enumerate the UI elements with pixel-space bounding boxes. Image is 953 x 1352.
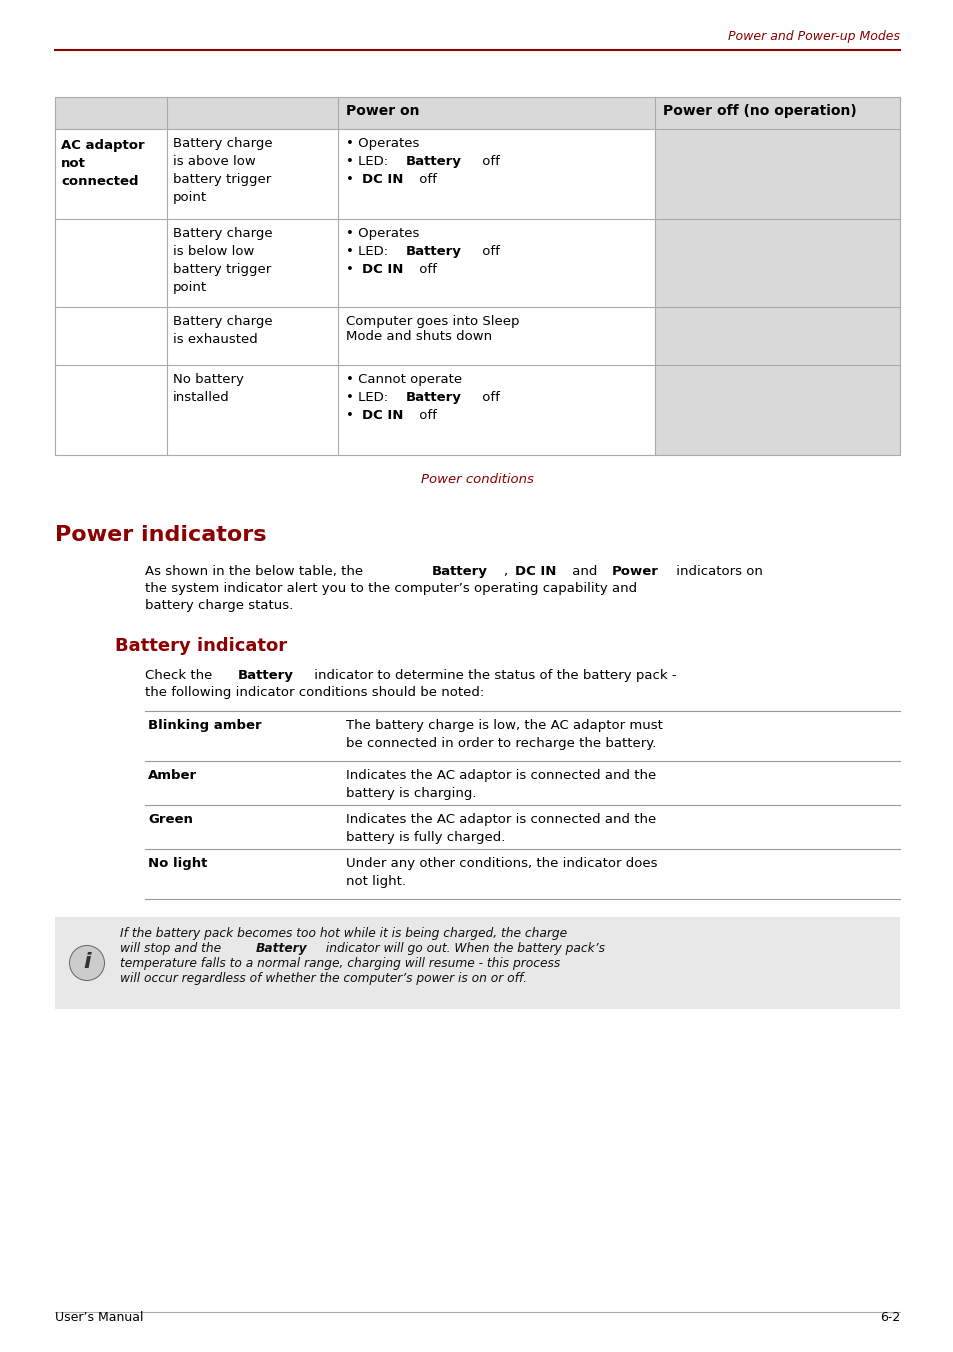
Text: No light: No light: [148, 857, 207, 869]
Text: •: •: [346, 173, 357, 187]
Text: Indicates the AC adaptor is connected and the
battery is fully charged.: Indicates the AC adaptor is connected an…: [346, 813, 656, 844]
Text: Under any other conditions, the indicator does
not light.: Under any other conditions, the indicato…: [346, 857, 657, 887]
Text: Battery: Battery: [432, 565, 487, 579]
Circle shape: [70, 946, 104, 980]
Bar: [655, 365, 899, 456]
Text: Amber: Amber: [148, 769, 197, 781]
Text: will occur regardless of whether the computer’s power is on or off.: will occur regardless of whether the com…: [120, 972, 526, 986]
Text: •: •: [346, 264, 357, 276]
Text: Power: Power: [611, 565, 658, 579]
Text: •: •: [346, 410, 357, 422]
Text: off: off: [477, 391, 499, 404]
Text: ,: ,: [503, 565, 512, 579]
Text: the system indicator alert you to the computer’s operating capability and: the system indicator alert you to the co…: [145, 581, 637, 595]
Text: Battery: Battery: [405, 391, 461, 404]
Text: the following indicator conditions should be noted:: the following indicator conditions shoul…: [145, 685, 484, 699]
Text: AC adaptor
not
connected: AC adaptor not connected: [61, 139, 145, 188]
Text: Power conditions: Power conditions: [420, 473, 534, 485]
Text: off: off: [477, 245, 499, 258]
Text: Battery: Battery: [255, 942, 307, 955]
Text: User’s Manual: User’s Manual: [55, 1311, 143, 1324]
Text: • Operates: • Operates: [346, 227, 419, 241]
Text: Battery charge
is exhausted: Battery charge is exhausted: [172, 315, 272, 346]
Text: • LED:: • LED:: [346, 245, 392, 258]
Text: Battery charge
is above low
battery trigger
point: Battery charge is above low battery trig…: [172, 137, 272, 204]
Text: No battery
installed: No battery installed: [172, 373, 243, 404]
Text: off: off: [415, 410, 436, 422]
Text: off: off: [477, 155, 499, 168]
Text: The battery charge is low, the AC adaptor must
be connected in order to recharge: The battery charge is low, the AC adapto…: [346, 719, 662, 749]
Text: Battery charge
is below low
battery trigger
point: Battery charge is below low battery trig…: [172, 227, 272, 293]
Bar: [55, 917, 899, 1009]
Text: Power off (no operation): Power off (no operation): [662, 104, 856, 118]
Text: off: off: [415, 173, 436, 187]
Text: DC IN: DC IN: [361, 410, 403, 422]
Text: Computer goes into Sleep
Mode and shuts down: Computer goes into Sleep Mode and shuts …: [346, 315, 519, 343]
Text: Green: Green: [148, 813, 193, 826]
Bar: [55, 97, 899, 128]
Text: Battery: Battery: [237, 669, 293, 681]
Text: battery charge status.: battery charge status.: [145, 599, 293, 612]
Text: and: and: [568, 565, 601, 579]
Text: Check the: Check the: [145, 669, 216, 681]
Text: • Cannot operate: • Cannot operate: [346, 373, 461, 387]
Bar: [655, 219, 899, 307]
Text: Power indicators: Power indicators: [55, 525, 266, 545]
Text: indicator will go out. When the battery pack’s: indicator will go out. When the battery …: [322, 942, 604, 955]
Text: 6-2: 6-2: [879, 1311, 899, 1324]
Text: • LED:: • LED:: [346, 391, 392, 404]
Text: DC IN: DC IN: [361, 173, 403, 187]
Text: i: i: [83, 952, 91, 972]
Text: Battery: Battery: [405, 245, 461, 258]
Text: If the battery pack becomes too hot while it is being charged, the charge: If the battery pack becomes too hot whil…: [120, 927, 566, 940]
Bar: [655, 128, 899, 219]
Bar: [655, 307, 899, 365]
Text: Blinking amber: Blinking amber: [148, 719, 261, 731]
Text: DC IN: DC IN: [515, 565, 556, 579]
Bar: [55, 97, 899, 456]
Text: Power on: Power on: [346, 104, 419, 118]
Text: temperature falls to a normal range, charging will resume - this process: temperature falls to a normal range, cha…: [120, 957, 559, 969]
Text: • LED:: • LED:: [346, 155, 392, 168]
Text: indicators on: indicators on: [672, 565, 762, 579]
Text: As shown in the below table, the: As shown in the below table, the: [145, 565, 367, 579]
Circle shape: [69, 945, 105, 982]
Text: will stop and the: will stop and the: [120, 942, 225, 955]
Text: Battery indicator: Battery indicator: [115, 637, 287, 654]
Text: Battery: Battery: [405, 155, 461, 168]
Text: Indicates the AC adaptor is connected and the
battery is charging.: Indicates the AC adaptor is connected an…: [346, 769, 656, 799]
Text: • Operates: • Operates: [346, 137, 419, 150]
Text: Power and Power-up Modes: Power and Power-up Modes: [727, 30, 899, 43]
Text: DC IN: DC IN: [361, 264, 403, 276]
Text: off: off: [415, 264, 436, 276]
Text: indicator to determine the status of the battery pack -: indicator to determine the status of the…: [309, 669, 676, 681]
